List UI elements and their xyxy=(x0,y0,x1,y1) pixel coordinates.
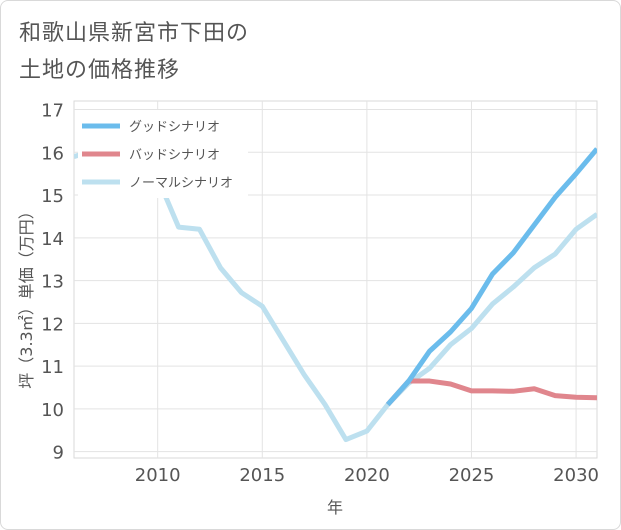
y-axis-title: 坪（3.3㎡）単価（万円） xyxy=(17,203,36,388)
y-tick-label: 15 xyxy=(41,186,64,207)
legend-label-1: バッドシナリオ xyxy=(129,148,220,163)
y-tick-label: 16 xyxy=(41,143,64,164)
title-line-1: 和歌山県新宮市下田の xyxy=(19,21,250,46)
y-tick-label: 10 xyxy=(41,400,64,421)
series-line-1 xyxy=(385,378,597,407)
y-axis-ticks: 9 10 11 12 13 14 15 16 17 xyxy=(41,101,64,464)
x-tick-label: 2020 xyxy=(344,465,390,486)
x-tick-label: 2010 xyxy=(135,465,181,486)
x-tick-label: 2025 xyxy=(449,465,495,486)
y-tick-label: 12 xyxy=(41,314,64,335)
x-tick-label: 2015 xyxy=(239,465,285,486)
legend-label-2: ノーマルシナリオ xyxy=(129,176,233,191)
title-line-2: 土地の価格推移 xyxy=(19,58,181,83)
y-tick-label: 13 xyxy=(41,272,64,293)
x-axis-title: 年 xyxy=(327,498,343,517)
y-tick-label: 9 xyxy=(53,443,64,464)
y-tick-label: 17 xyxy=(41,101,64,122)
x-tick-label: 2030 xyxy=(553,465,599,486)
legend-label-0: グッドシナリオ xyxy=(129,120,220,135)
y-tick-label: 11 xyxy=(41,357,64,378)
x-axis-ticks: 2010 2015 2020 2025 2030 xyxy=(135,465,599,486)
page-title: 和歌山県新宮市下田の 土地の価格推移 xyxy=(19,15,249,89)
y-tick-label: 14 xyxy=(41,229,64,250)
series-line-0 xyxy=(385,147,597,407)
